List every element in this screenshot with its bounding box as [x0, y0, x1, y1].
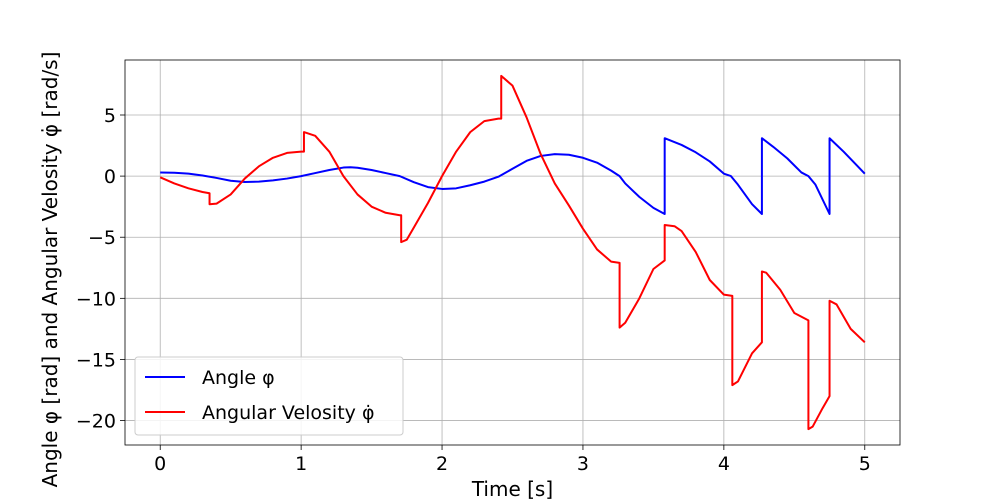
x-tick-label: 2 [436, 453, 448, 475]
y-tick-label: −15 [76, 349, 116, 371]
series-lines [159, 74, 866, 431]
legend-box [134, 356, 404, 436]
y-axis-label: Angle φ [rad] and Angular Velosity φ̇ [r… [38, 52, 62, 488]
angle-series-line [160, 137, 866, 215]
angular-velocity-series-line [159, 74, 866, 431]
x-tick-label: 0 [154, 453, 166, 475]
legend-label-angle: Angle φ [202, 367, 275, 389]
legend-label-angular-velocity: Angular Velosity φ̇ [202, 402, 374, 424]
x-tick-label: 1 [295, 453, 307, 475]
plot-frame [124, 59, 901, 446]
y-tick-label: −5 [88, 227, 116, 249]
x-tick-label: 3 [577, 453, 589, 475]
legend: Angle φ Angular Velosity φ̇ [134, 356, 404, 436]
x-axis-label: Time [s] [471, 477, 553, 500]
y-tick-label: 0 [104, 166, 116, 188]
y-tick-label: 5 [104, 105, 116, 127]
x-tick-label: 5 [859, 453, 871, 475]
y-tick-label: −10 [76, 288, 116, 310]
y-tick-label: −20 [76, 411, 116, 433]
x-tick-label: 4 [718, 453, 730, 475]
axis-ticks: 0 1 2 3 4 5 5 0 −5 −10 −15 −20 [76, 105, 871, 475]
